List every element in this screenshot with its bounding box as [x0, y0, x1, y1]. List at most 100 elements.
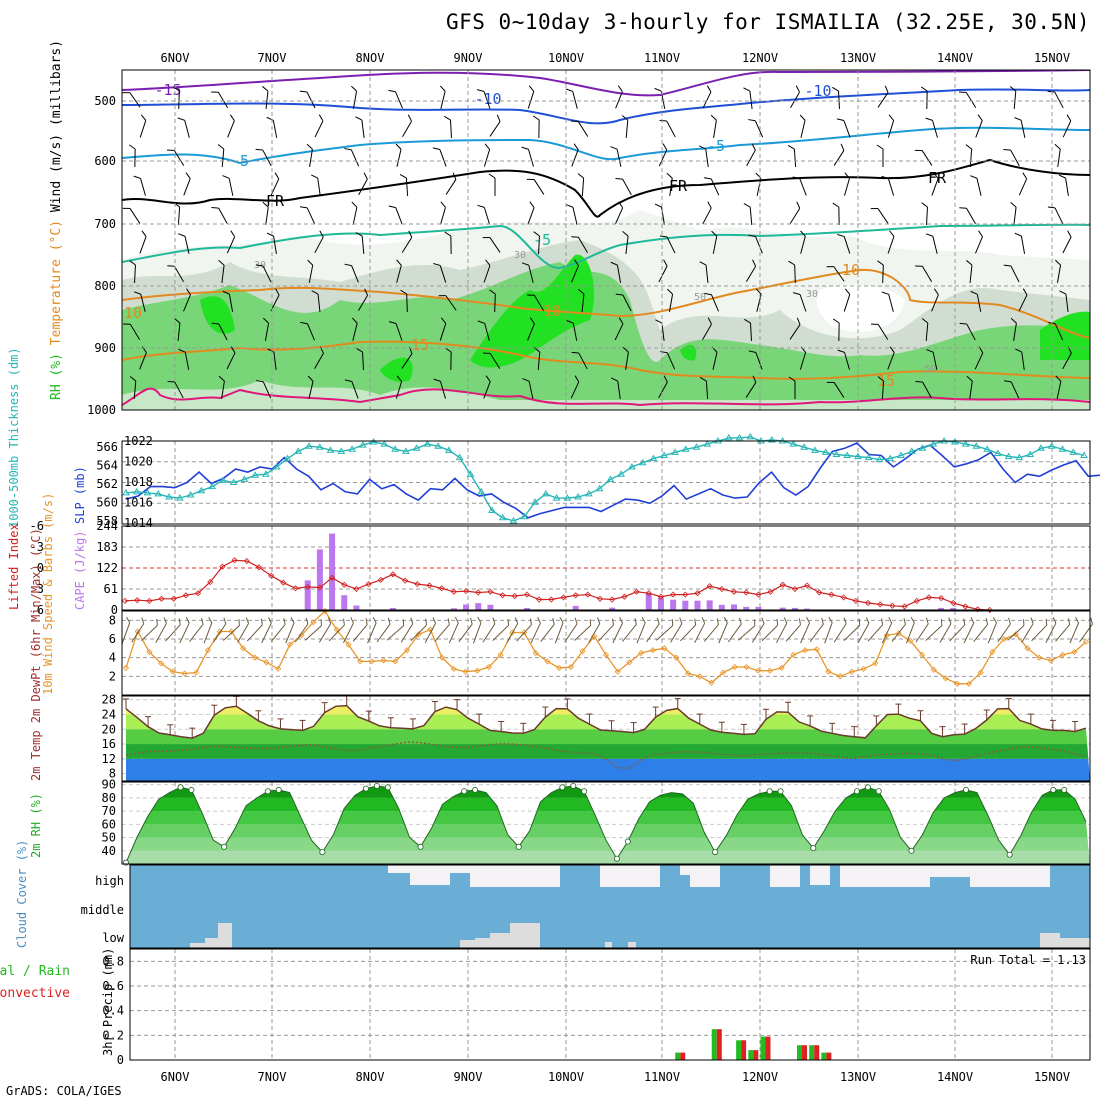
wind-barb-flag: [532, 115, 540, 121]
high-cloud-block: [470, 865, 560, 887]
li-marker: [706, 583, 713, 590]
wind-marker: [1071, 649, 1078, 656]
upper-ylabel: RH (%) Temperature (°C) Wind (m/s) (mill…: [49, 40, 64, 400]
wind-barb: [227, 114, 235, 138]
wind10-barb: [598, 618, 614, 642]
cape-bar: [572, 605, 579, 610]
wind-barb-shaft: [705, 149, 709, 167]
thickness-marker: [735, 433, 744, 441]
wind-barb-shaft: [800, 236, 806, 254]
wind10-barb-flag: [634, 618, 637, 625]
wind-barb: [704, 292, 719, 312]
wind10-barb: [141, 618, 158, 642]
thickness-marker: [864, 453, 873, 461]
wind-barb: [667, 288, 674, 312]
wind10-barb-shaft: [761, 624, 779, 642]
wind10-barb-flag: [290, 616, 295, 624]
wind-barb-shaft: [658, 149, 668, 167]
wind10-barb: [424, 617, 437, 643]
wind-barb: [788, 260, 796, 284]
wind-barb-shaft: [614, 207, 624, 225]
cape-bar: [938, 607, 945, 610]
wind10-barb: [997, 617, 1011, 643]
wind10-barb-shaft: [424, 623, 436, 643]
rh-marker: [319, 849, 326, 856]
wind10m-panel: [121, 607, 1093, 687]
temp-tick-label: 28: [102, 693, 116, 707]
wind-barb-shaft: [746, 149, 756, 167]
wind10-barb: [987, 616, 997, 644]
wind-barb-shaft: [1056, 381, 1062, 399]
wind-barb: [489, 289, 496, 313]
wind-barb-flag: [748, 350, 757, 354]
thickness-marker: [897, 451, 905, 459]
thickness-marker: [391, 445, 399, 452]
wind-barb-shaft: [625, 352, 629, 370]
wind-barb-shaft: [833, 382, 845, 398]
wind10-barb: [237, 617, 250, 643]
wind10-barb: [905, 616, 915, 644]
thickness-marker: [746, 432, 755, 440]
rh-shading: [122, 210, 1090, 410]
wind-barb: [263, 317, 270, 341]
wind-tick-label: 2: [109, 669, 116, 683]
wind-marker: [228, 628, 235, 635]
thickness-marker: [251, 471, 260, 478]
wind-barb-shaft: [533, 295, 545, 311]
wind10-barb-flag: [806, 617, 810, 624]
wind-barb-flag: [1055, 259, 1061, 266]
wind-barb-shaft: [800, 120, 806, 138]
low-cloud-block: [510, 923, 540, 948]
wind-barb-flag: [787, 145, 795, 150]
wind-barb-shaft: [658, 381, 668, 399]
li-marker: [657, 593, 665, 600]
wind-barb: [826, 266, 845, 282]
wind-barb: [178, 348, 190, 370]
slp-tick-label: 1020: [124, 455, 153, 469]
precip-conv-bar: [802, 1045, 808, 1060]
wind-barb-shaft: [314, 236, 324, 254]
wind-barb: [311, 290, 321, 313]
li-cape-panel: [121, 533, 993, 614]
wind10-barb: [189, 617, 204, 642]
wind-barb-flag: [173, 86, 180, 92]
wind-barb-flag: [1047, 206, 1056, 209]
li-marker: [182, 592, 189, 599]
dewpt-line: [125, 741, 1087, 770]
wind-barb-flag: [318, 114, 324, 122]
wind-barb-flag: [752, 259, 757, 267]
thickness-marker: [552, 494, 561, 501]
li-marker: [499, 592, 506, 599]
wind-barb-shaft: [921, 266, 933, 282]
wind-barb: [222, 175, 234, 196]
wind-barb-flag: [133, 291, 141, 295]
temp-ylabel: 2m Temp 2m DewPt (6hr Min/Max) (°C): [29, 528, 43, 781]
panel-frame: [129, 948, 1091, 1061]
cape-bar: [950, 607, 957, 610]
li-marker: [207, 578, 214, 586]
wind-barb-flag: [444, 115, 451, 121]
cape-bar: [487, 604, 494, 610]
wind10-barb-flag: [305, 617, 309, 625]
panel-frame: [121, 781, 1091, 865]
li-marker: [682, 591, 689, 598]
low-cloud-block: [605, 942, 612, 948]
wind-barb-shaft: [571, 149, 579, 167]
wind-barb: [837, 234, 851, 254]
wind10-barb-shaft: [800, 622, 810, 644]
wind-barb: [167, 380, 184, 399]
wind-barb-shaft: [177, 322, 181, 342]
temperature-contours: [122, 70, 1090, 407]
pressure-tick-label: 500: [94, 94, 116, 108]
wind-barb-flag: [748, 119, 756, 122]
wind10-barb-flag: [126, 616, 131, 623]
thickness-marker: [369, 438, 378, 445]
wind-marker: [1059, 651, 1066, 658]
wind-barb-shaft: [789, 324, 801, 340]
wind-barb-shaft: [702, 207, 712, 225]
wind-barb-flag: [275, 288, 280, 296]
wind-barb-shaft: [184, 120, 190, 138]
thickness-marker: [983, 445, 992, 452]
wind-barb: [914, 149, 933, 166]
wind10-barb-flag: [948, 617, 952, 624]
